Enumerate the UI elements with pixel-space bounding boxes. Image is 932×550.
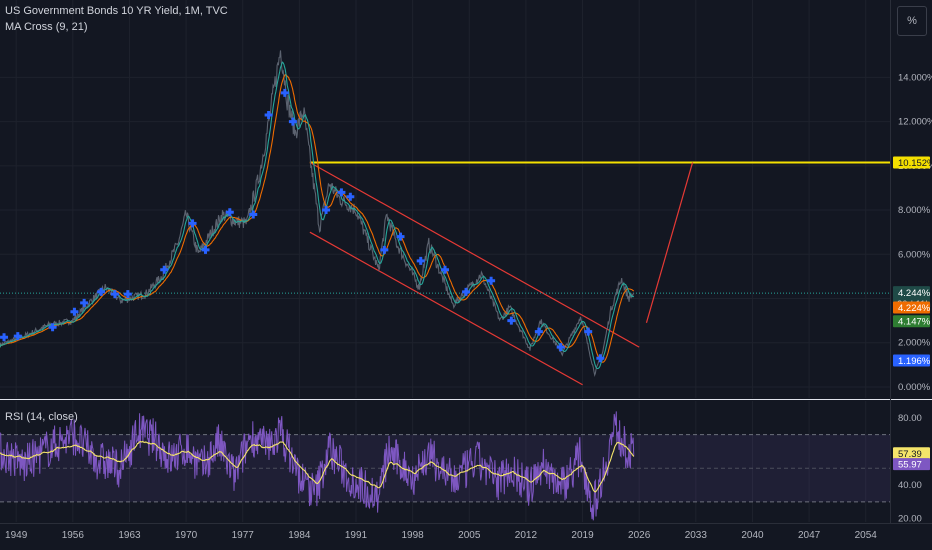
ma-cross-marker (280, 88, 289, 97)
ma-cross-marker (507, 316, 516, 325)
resistance-price-label-text: 10.152% (898, 158, 932, 169)
ma-fast-price-label-bg (893, 315, 930, 328)
ma-cross-marker (160, 265, 169, 274)
ma-cross-marker (322, 206, 331, 215)
ma-slow-price-label: 4.224% (893, 301, 931, 314)
price-tick-label: 0.000% (898, 382, 931, 393)
ma-cross-marker (441, 265, 449, 274)
projection-line (645, 162, 694, 323)
rsi-tick-label: 80.00 (898, 413, 922, 424)
channel-upper-line (309, 161, 640, 348)
rsi-value-label-bg (893, 447, 930, 460)
time-tick-label: 2033 (685, 530, 708, 541)
rsi-tick-label: 40.00 (898, 480, 922, 491)
ma-cross-marker (416, 256, 425, 265)
percent-scale-button[interactable]: % (897, 6, 927, 36)
rsi-signal-value-label-text: 55.97 (898, 460, 922, 471)
time-tick-label: 2040 (741, 530, 764, 541)
ma-cross-marker (596, 354, 605, 363)
indicator-legend[interactable]: MA Cross (9, 21) (5, 21, 88, 33)
time-tick-label: 2047 (798, 530, 821, 541)
ma-cross-marker (380, 245, 389, 254)
time-tick-label: 1970 (175, 530, 198, 541)
time-tick-label: 1977 (232, 530, 255, 541)
time-tick-label: 2019 (571, 530, 594, 541)
rsi-grid (0, 401, 890, 522)
rsi-tick-label: 20.00 (898, 514, 922, 525)
rsi-series (0, 411, 635, 521)
ma-slow-line (0, 73, 635, 363)
ma-cross-marker (0, 333, 9, 342)
ma-cross-marker (288, 117, 297, 126)
time-tick-label: 2054 (855, 530, 878, 541)
ma-fast-line (0, 61, 635, 370)
ma-cross-marker (584, 327, 593, 336)
symbol-title[interactable]: US Government Bonds 10 YR Yield, 1M, TVC (5, 5, 228, 17)
ma-cross-marker (249, 210, 258, 219)
ma-slow-price-label-bg (893, 301, 930, 314)
channel-lower-line (309, 231, 583, 386)
time-tick-label: 1984 (288, 530, 311, 541)
time-tick-label: 1963 (118, 530, 141, 541)
ma-cross-marker (337, 188, 346, 197)
price-tick-label: 2.000% (898, 338, 931, 349)
ma-cross-marker (264, 110, 273, 119)
ma-cross-marker (462, 287, 471, 296)
time-tick-label: 1949 (5, 530, 28, 541)
rsi-signal-line (0, 440, 635, 493)
ma-cross-marker (13, 332, 22, 341)
ma-fast-price-label-text: 4.147% (898, 317, 931, 328)
time-tick-label: 2012 (515, 530, 538, 541)
axis-labels: 0.000%2.000%4.000%6.000%8.000%10.000%12.… (5, 72, 932, 541)
price-tick-label: 14.000% (898, 72, 932, 83)
resistance-price-label-bg (893, 156, 930, 169)
time-tick-label: 1956 (62, 530, 85, 541)
ma-cross-marker (110, 290, 119, 299)
resistance-price-label: 10.152% (893, 156, 932, 169)
rsi-signal-value-label-bg (893, 458, 930, 471)
rsi-value-label-text: 57.39 (898, 449, 922, 460)
low-price-label: 1.196% (893, 354, 931, 367)
time-tick-label: 2005 (458, 530, 481, 541)
ma-slow-price-label-text: 4.224% (898, 303, 931, 314)
chart-overlays (0, 161, 890, 386)
ma-cross-marker (556, 343, 565, 352)
ma-cross-marker (396, 232, 405, 241)
ma-cross-marker (48, 323, 57, 332)
rsi-line (0, 411, 635, 521)
price-series (0, 50, 635, 377)
axes (0, 0, 932, 524)
ma-cross-marker (188, 219, 197, 228)
time-tick-label: 1991 (345, 530, 368, 541)
time-tick-label: 2026 (628, 530, 651, 541)
time-tick-label: 1998 (402, 530, 425, 541)
low-price-label-text: 1.196% (898, 356, 931, 367)
rsi-signal-value-label: 55.97 (893, 458, 930, 471)
low-price-label-bg (893, 354, 930, 367)
price-grid (0, 0, 890, 398)
ma-cross-marker (487, 276, 496, 285)
price-tick-label: 12.000% (898, 117, 932, 128)
ma-cross-marker (97, 287, 106, 296)
ma-cross-marker (346, 192, 355, 201)
ma-cross-marker (201, 245, 210, 254)
ma-cross-marker (123, 290, 132, 299)
ma-cross-marker (534, 327, 543, 336)
ma-cross-marker (225, 208, 234, 217)
rsi-value-label: 57.39 (893, 447, 930, 460)
ma-cross-marker (70, 307, 79, 316)
price-tick-label: 8.000% (898, 205, 931, 216)
yield-line (0, 50, 635, 377)
last-price-text: 4.244% (898, 288, 931, 299)
ma-cross-marker (80, 298, 89, 307)
rsi-legend[interactable]: RSI (14, close) (5, 411, 78, 423)
price-tick-label: 6.000% (898, 249, 931, 260)
ma-fast-price-label: 4.147% (893, 315, 931, 328)
